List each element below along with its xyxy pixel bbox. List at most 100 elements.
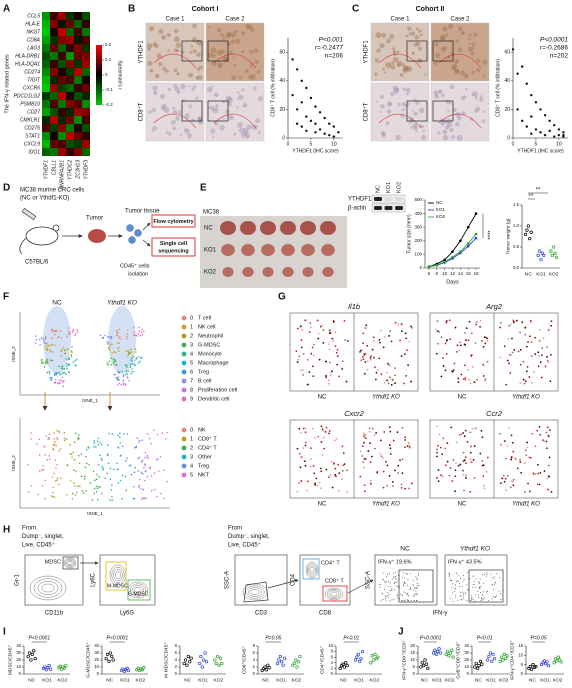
- legend-swatch: [181, 454, 187, 460]
- point: [280, 660, 284, 664]
- tissue-speck: [468, 33, 472, 37]
- tissue-speck: [482, 110, 486, 114]
- tissue-speck: [244, 68, 249, 73]
- tissue-speck: [441, 118, 448, 125]
- cell-dot: [364, 361, 367, 363]
- cell-dot: [73, 441, 76, 443]
- cell-dot: [38, 470, 41, 472]
- point: [43, 665, 47, 669]
- cell-dot: [473, 476, 476, 479]
- event-dot: [415, 590, 417, 592]
- tissue-speck: [463, 95, 467, 99]
- heatmap-cell: [74, 68, 82, 76]
- legend-label: KO1: [436, 207, 446, 212]
- x-tick-label: 18: [474, 271, 480, 276]
- cell-dot: [101, 459, 103, 461]
- cell-dot: [133, 359, 136, 361]
- cell-dot: [459, 341, 461, 344]
- cell-dot: [337, 489, 340, 492]
- cell-dot: [77, 434, 80, 436]
- y-tick-label: 0: [507, 135, 510, 141]
- tissue-speck: [479, 97, 484, 102]
- cell-dot: [378, 357, 381, 360]
- cell-dot: [464, 331, 466, 334]
- y-tick-label: 0: [253, 671, 256, 676]
- cell-dot: [482, 363, 485, 366]
- cell-dot: [30, 432, 33, 434]
- cell-dot: [118, 342, 121, 345]
- p-value: P=0.05: [531, 635, 547, 641]
- heatmap-cell: [82, 140, 90, 148]
- cell-dot: [65, 358, 68, 360]
- cell-dot: [442, 365, 445, 367]
- cell-dot: [306, 480, 309, 483]
- legend-label: Other: [198, 454, 212, 460]
- event-dot: [390, 586, 391, 588]
- tissue-speck: [146, 43, 153, 49]
- legend-swatch: [181, 427, 187, 433]
- cell-dot: [108, 347, 110, 349]
- event-dot: [492, 596, 494, 598]
- tissue-speck: [434, 94, 439, 99]
- cell-dot: [485, 470, 488, 473]
- legend-label: CD8⁺ T: [198, 435, 217, 442]
- cell-dot: [66, 464, 69, 467]
- point: [323, 132, 326, 135]
- tissue-speck: [173, 84, 178, 89]
- tissue-speck: [255, 118, 260, 124]
- cell-dot: [389, 430, 392, 433]
- contour: [134, 587, 142, 593]
- cell-dot: [58, 371, 60, 374]
- text: Tumor: [86, 216, 103, 222]
- cell-dot: [528, 490, 531, 493]
- cell-dot: [52, 486, 55, 489]
- event-dot: [482, 599, 484, 601]
- cell-dot: [504, 477, 507, 480]
- event-dot: [380, 600, 382, 602]
- cell-dot: [543, 470, 546, 472]
- zoom-box: [181, 100, 203, 122]
- cell-dot: [334, 331, 337, 334]
- heatmap-cell: [82, 92, 90, 100]
- event-dot: [478, 582, 480, 584]
- ihc-image: [205, 82, 265, 142]
- cell-dot: [506, 359, 509, 362]
- tissue-speck: [161, 103, 167, 109]
- point: [542, 253, 546, 258]
- cell-dot: [118, 337, 120, 340]
- cell-dot: [322, 429, 325, 432]
- tissue-speck: [172, 109, 178, 115]
- cell-dot: [538, 329, 541, 331]
- x-tick-label: 12: [450, 271, 456, 276]
- cell-dot: [401, 458, 404, 461]
- cell-dot: [547, 489, 550, 492]
- cell-dot: [550, 320, 553, 322]
- event-dot: [486, 573, 488, 575]
- cell-dot: [370, 355, 373, 358]
- cell-dot: [46, 361, 49, 364]
- cell-dot: [110, 335, 113, 338]
- cell-dot: [163, 469, 166, 471]
- heatmap-cell: [58, 36, 66, 44]
- cell-dot: [301, 329, 304, 331]
- heatmap-cell: [66, 92, 74, 100]
- cell-dot: [300, 346, 303, 349]
- cell-dot: [67, 363, 70, 366]
- cell-dot: [319, 467, 322, 470]
- event-dot: [396, 597, 398, 599]
- point: [214, 661, 218, 666]
- cell-dot: [364, 490, 366, 493]
- cell-dot: [550, 354, 552, 356]
- cell-dot: [302, 374, 305, 376]
- tumor: [261, 244, 275, 256]
- point: [511, 48, 515, 51]
- tissue-speck: [420, 125, 425, 129]
- point: [546, 663, 551, 668]
- series-marker: [427, 265, 431, 268]
- cell-dot: [93, 439, 96, 442]
- cell-dot: [458, 349, 461, 352]
- gate: [105, 561, 127, 591]
- cell-dot: [378, 339, 381, 341]
- tissue-speck: [390, 91, 395, 97]
- cell-dot: [542, 337, 545, 340]
